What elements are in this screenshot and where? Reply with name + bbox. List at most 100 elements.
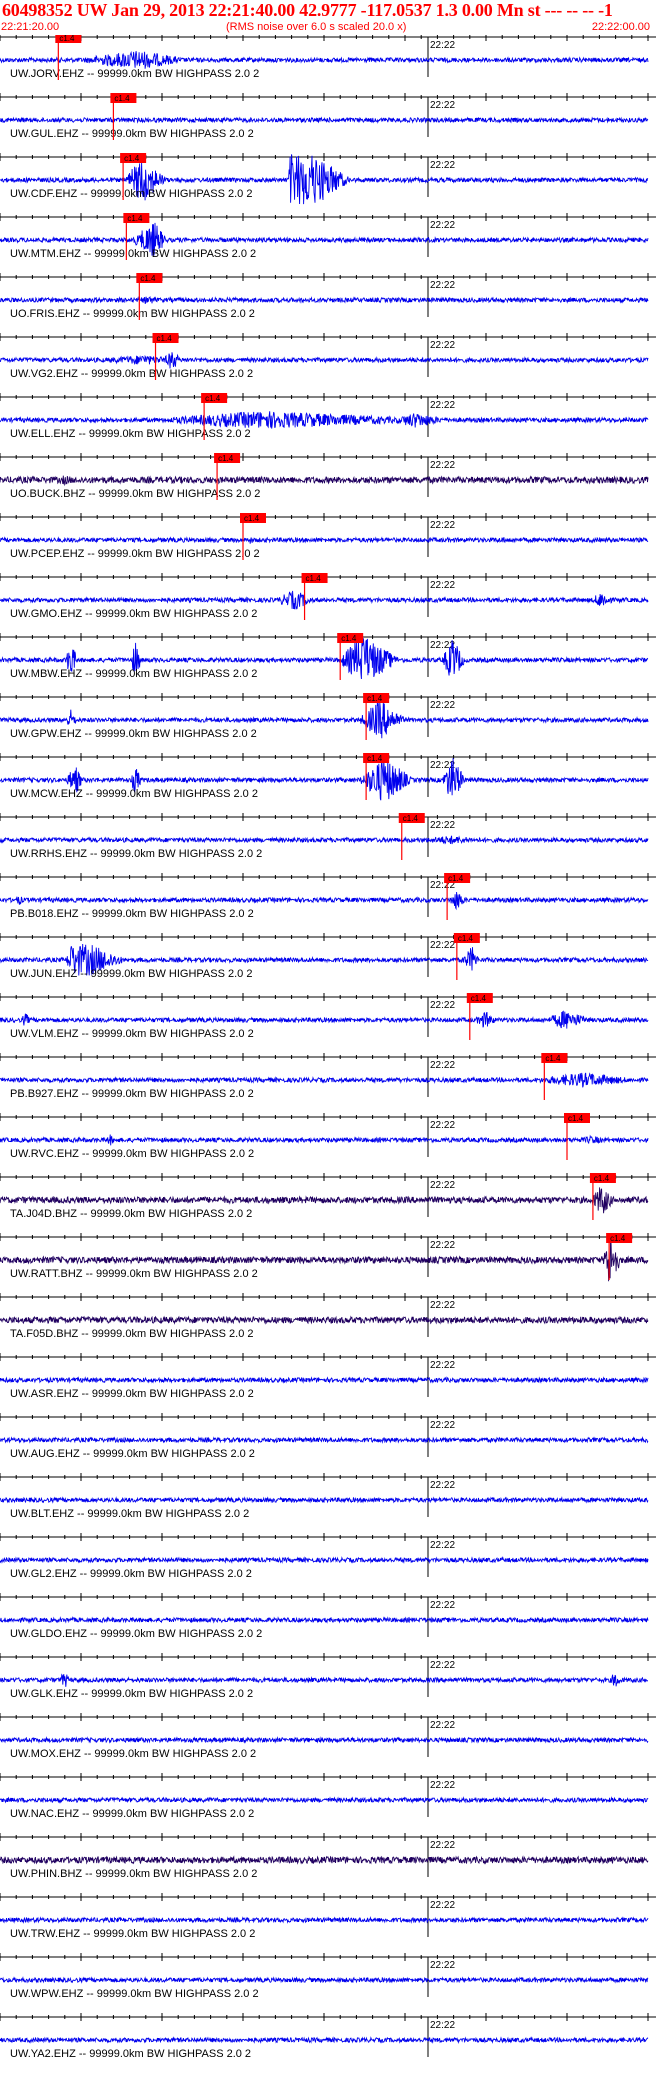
- waveform: [0, 50, 649, 69]
- station-label: UW.JUN.EHZ -- 99999.0km BW HIGHPASS 2.0 …: [10, 968, 252, 980]
- minute-marker-label: 22:22: [430, 880, 455, 891]
- station-label: UW.RATT.BHZ -- 99999.0km BW HIGHPASS 2.0…: [10, 1268, 258, 1280]
- trace-26: 22:22 UW.GLDO.EHZ -- 99999.0km BW HIGHPAS…: [0, 1593, 656, 1640]
- station-label: UW.TRW.EHZ -- 99999.0km BW HIGHPASS 2.0 …: [10, 1928, 255, 1940]
- pick-flag: [123, 213, 150, 223]
- waveform: [0, 411, 649, 429]
- trace-11: 22:22 UW.GPW.EHZ -- 99999.0km BW HIGHPASS…: [0, 693, 656, 740]
- waveform: [0, 590, 649, 610]
- waveform: [0, 1796, 649, 1804]
- pick-flag: [301, 573, 328, 583]
- waveform: [0, 1376, 649, 1384]
- pick-flag: [201, 393, 228, 403]
- station-label: UW.MTM.EHZ -- 99999.0km BW HIGHPASS 2.0 …: [10, 248, 256, 260]
- waveform: [0, 1616, 649, 1624]
- minute-marker-label: 22:22: [430, 520, 455, 531]
- pick-flag: [541, 1053, 568, 1063]
- trace-23: 22:22 UW.AUG.EHZ -- 99999.0km BW HIGHPASS…: [0, 1413, 656, 1460]
- waveform: [0, 891, 649, 911]
- trace-31: 22:22 UW.TRW.EHZ -- 99999.0km BW HIGHPASS…: [0, 1893, 656, 1940]
- station-label: UW.PHIN.BHZ -- 99999.0km BW HIGHPASS 2.0…: [10, 1868, 257, 1880]
- waveform: [0, 116, 649, 124]
- station-label: UW.GMO.EHZ -- 99999.0km BW HIGHPASS 2.0 …: [10, 608, 257, 620]
- waveform: [0, 352, 649, 369]
- trace-30: 22:22 UW.PHIN.BHZ -- 99999.0km BW HIGHPAS…: [0, 1833, 656, 1880]
- waveform: [0, 1315, 649, 1325]
- waveform: [0, 1237, 649, 1282]
- station-label: UW.VG2.EHZ -- 99999.0km BW HIGHPASS 2.0 …: [10, 368, 253, 380]
- pick-label: c1.4: [545, 1054, 561, 1063]
- minute-marker-label: 22:22: [430, 940, 455, 951]
- station-label: UW.RRHS.EHZ -- 99999.0km BW HIGHPASS 2.0…: [10, 848, 262, 860]
- trace-21: 22:22 TA.F05D.BHZ -- 99999.0km BW HIGHPAS…: [0, 1293, 656, 1340]
- minute-marker-label: 22:22: [430, 1060, 455, 1071]
- pick-flag: [240, 513, 266, 523]
- waveform: [0, 757, 649, 801]
- trace-0: 22:22 UW.JORV.EHZ -- 99999.0km BW HIGHPAS…: [0, 35, 656, 80]
- minute-marker-label: 22:22: [430, 1180, 455, 1191]
- minute-marker-label: 22:22: [430, 1360, 455, 1371]
- waveform: [0, 1916, 649, 1924]
- start-time: 22:21:20.00: [1, 21, 60, 33]
- waveform: [0, 638, 649, 680]
- trace-9: 22:22 UW.GMO.EHZ -- 99999.0km BW HIGHPASS…: [0, 573, 656, 620]
- station-label: UW.MBW.EHZ -- 99999.0km BW HIGHPASS 2.0 …: [10, 668, 257, 680]
- pick-label: c1.4: [140, 274, 156, 283]
- minute-marker-label: 22:22: [430, 1900, 455, 1911]
- trace-16: 22:22 UW.VLM.EHZ -- 99999.0km BW HIGHPASS…: [0, 993, 656, 1040]
- trace-20: 22:22 UW.RATT.BHZ -- 99999.0km BW HIGHPAS…: [0, 1233, 656, 1282]
- station-label: UW.RVC.EHZ -- 99999.0km BW HIGHPASS 2.0 …: [10, 1148, 254, 1160]
- pick-flag: [136, 273, 163, 283]
- minute-marker-label: 22:22: [430, 1660, 455, 1671]
- minute-marker-label: 22:22: [430, 220, 455, 231]
- waveform: [0, 1556, 649, 1564]
- pick-label: c1.4: [218, 454, 234, 463]
- trace-24: 22:22 UW.BLT.EHZ -- 99999.0km BW HIGHPASS…: [0, 1473, 656, 1520]
- trace-6: 22:22 UW.ELL.EHZ -- 99999.0km BW HIGHPASS…: [0, 393, 656, 440]
- minute-marker-label: 22:22: [430, 1960, 455, 1971]
- pick-label: c1.4: [403, 814, 419, 823]
- station-label: UW.JORV.EHZ -- 99999.0km BW HIGHPASS 2.0…: [10, 68, 259, 80]
- pick-label: c1.4: [568, 1114, 584, 1123]
- minute-marker-label: 22:22: [430, 1240, 455, 1251]
- trace-14: 22:22 PB.B018.EHZ -- 99999.0km BW HIGHPAS…: [0, 873, 656, 920]
- waveform: [0, 2036, 649, 2044]
- pick-flag: [214, 453, 241, 463]
- pick-label: c1.4: [205, 394, 221, 403]
- minute-marker-label: 22:22: [430, 580, 455, 591]
- waveform: [0, 1736, 649, 1744]
- pick-flag: [466, 993, 493, 1003]
- pick-label: c1.4: [59, 35, 75, 43]
- trace-29: 22:22 UW.NAC.EHZ -- 99999.0km BW HIGHPASS…: [0, 1773, 656, 1820]
- waveform: [0, 1496, 649, 1504]
- pick-label: c1.4: [367, 754, 383, 763]
- minute-marker-label: 22:22: [430, 760, 455, 771]
- station-label: UW.GUL.EHZ -- 99999.0km BW HIGHPASS 2.0 …: [10, 128, 254, 140]
- pick-flag: [152, 333, 179, 343]
- waveform: [0, 835, 649, 845]
- trace-10: 22:22 UW.MBW.EHZ -- 99999.0km BW HIGHPASS…: [0, 633, 656, 680]
- pick-flag: [453, 933, 480, 943]
- seismogram-plot: 22:22 UW.JORV.EHZ -- 99999.0km BW HIGHPAS…: [0, 35, 656, 2060]
- trace-4: 22:22 UO.FRIS.EHZ -- 99999.0km BW HIGHPAS…: [0, 273, 656, 320]
- pick-flag: [606, 1233, 633, 1243]
- pick-flag: [589, 1173, 616, 1183]
- waveform: [0, 1072, 649, 1088]
- minute-marker-label: 22:22: [430, 700, 455, 711]
- minute-marker-label: 22:22: [430, 1480, 455, 1491]
- waveform: [0, 1976, 649, 1984]
- waveform: [0, 1010, 649, 1029]
- minute-marker-label: 22:22: [430, 160, 455, 171]
- station-label: UW.GLDO.EHZ -- 99999.0km BW HIGHPASS 2.0…: [10, 1628, 262, 1640]
- station-label: UW.NAC.EHZ -- 99999.0km BW HIGHPASS 2.0 …: [10, 1808, 254, 1820]
- minute-marker-label: 22:22: [430, 1420, 455, 1431]
- station-label: UW.WPW.EHZ -- 99999.0km BW HIGHPASS 2.0 …: [10, 1988, 259, 2000]
- waveform: [0, 296, 649, 304]
- end-time: 22:22:00.00: [591, 21, 650, 33]
- trace-33: 22:22 UW.YA2.EHZ -- 99999.0km BW HIGHPASS…: [0, 2013, 656, 2060]
- trace-5: 22:22 UW.VG2.EHZ -- 99999.0km BW HIGHPASS…: [0, 333, 656, 380]
- pick-label: c1.4: [127, 214, 143, 223]
- trace-2: 22:22 UW.CDF.EHZ -- 99999.0km BW HIGHPASS…: [0, 153, 656, 205]
- minute-marker-label: 22:22: [430, 1300, 455, 1311]
- pick-flag: [55, 35, 82, 43]
